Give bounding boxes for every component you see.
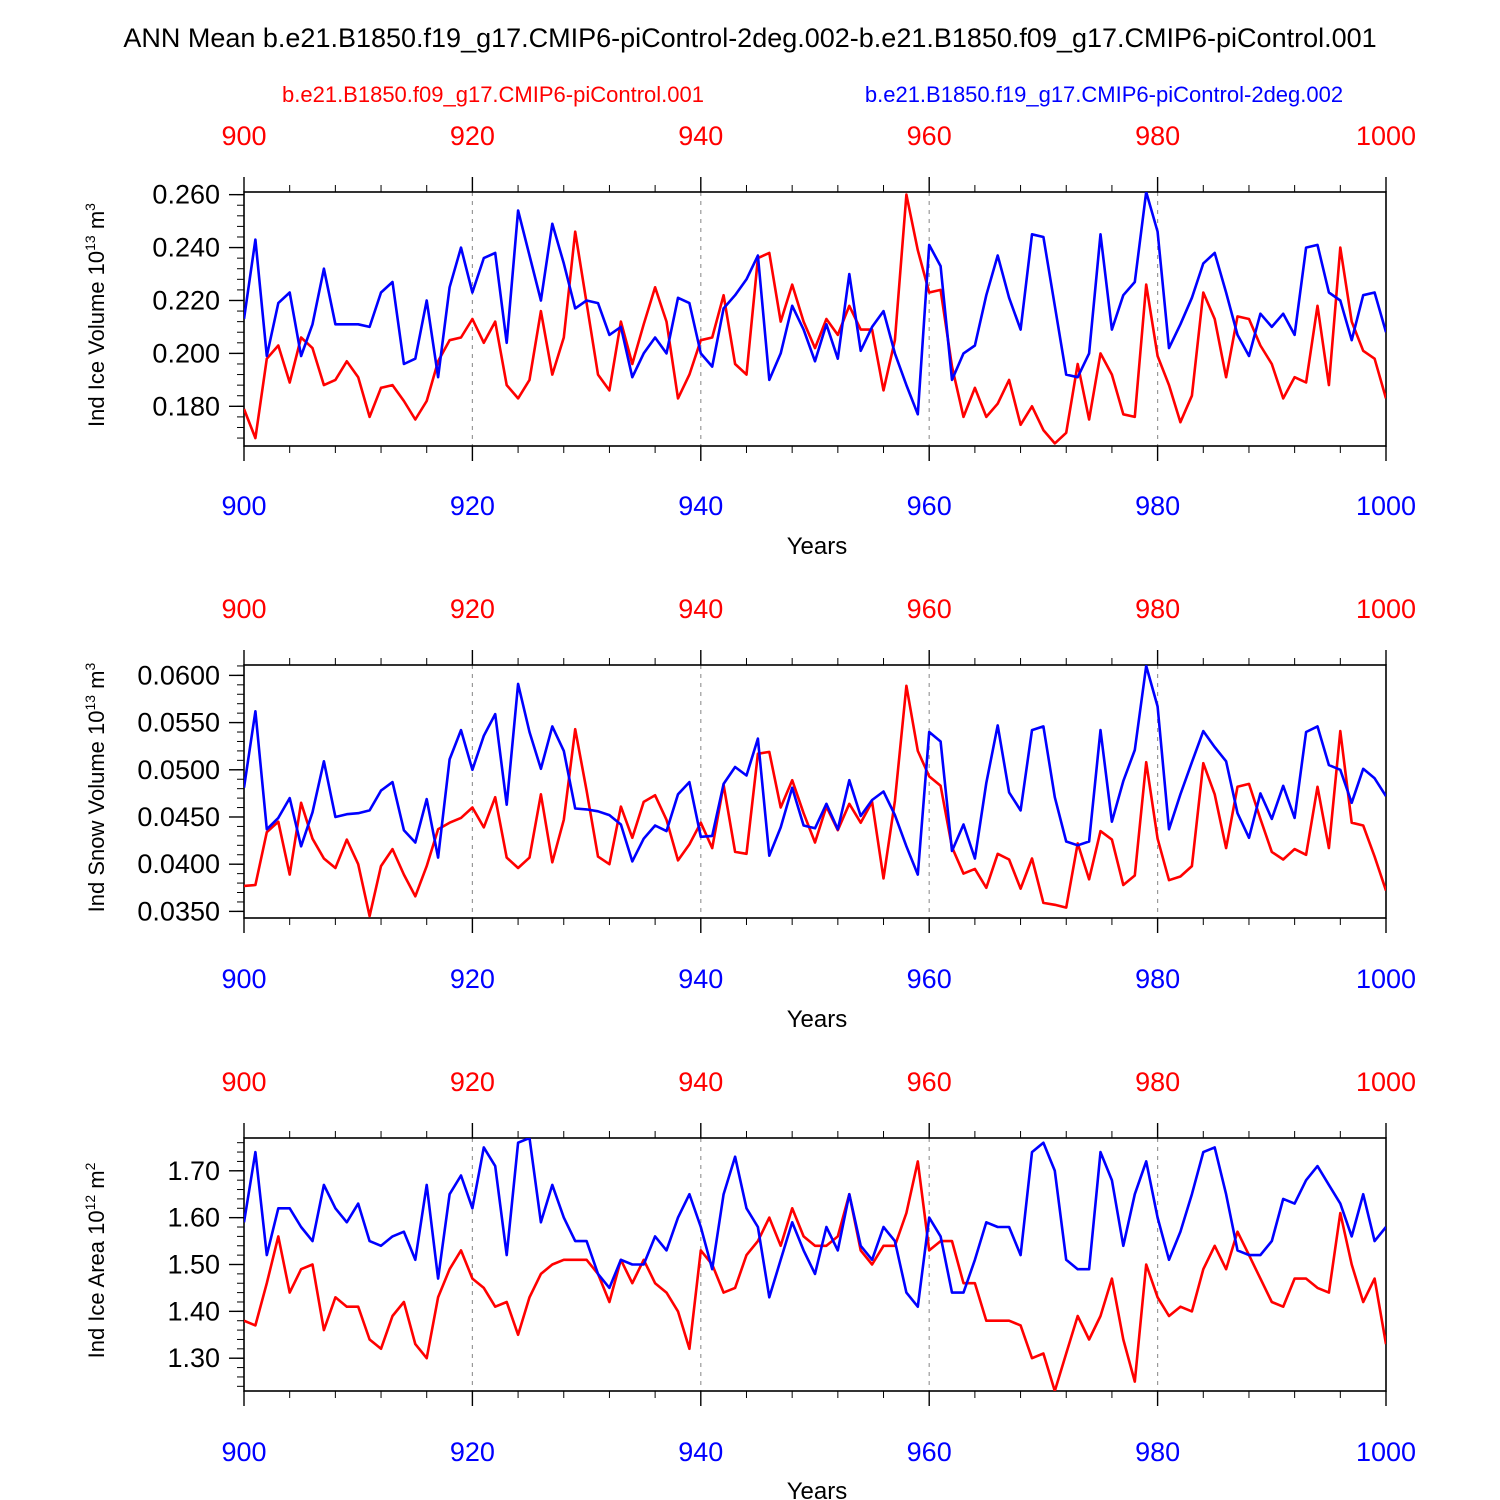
y-tick-label: 0.0450 <box>137 802 220 832</box>
x-tick-label-top: 1000 <box>1356 121 1416 151</box>
chart-title: ANN Mean b.e21.B1850.f19_g17.CMIP6-piCon… <box>123 23 1376 53</box>
x-axis-label: Years <box>787 1006 848 1033</box>
x-tick-label-bottom: 900 <box>221 1437 266 1467</box>
x-tick-label-bottom: 1000 <box>1356 491 1416 521</box>
y-tick-label: 0.0550 <box>137 708 220 738</box>
x-tick-label-bottom: 980 <box>1135 491 1180 521</box>
panel-1: 0.1800.2000.2200.2400.260900900920920940… <box>82 121 1416 560</box>
series-line-red <box>244 193 1386 445</box>
x-tick-label-top: 920 <box>450 121 495 151</box>
x-tick-label-bottom: 980 <box>1135 964 1180 994</box>
x-tick-label-bottom: 940 <box>678 1437 723 1467</box>
y-tick-label: 0.240 <box>152 233 220 263</box>
series-line-blue <box>244 1138 1386 1308</box>
x-tick-label-bottom: 920 <box>450 491 495 521</box>
legend-entry-red: b.e21.B1850.f09_g17.CMIP6-piControl.001 <box>282 82 704 107</box>
x-tick-label-bottom: 960 <box>907 1437 952 1467</box>
y-axis-label: Ind Snow Volume 1013 m3 <box>82 662 109 912</box>
x-axis-label: Years <box>787 533 848 560</box>
y-axis-label: Ind Ice Area 1012 m2 <box>82 1162 109 1358</box>
x-tick-label-top: 920 <box>450 1067 495 1097</box>
legend-entry-blue: b.e21.B1850.f19_g17.CMIP6-piControl-2deg… <box>865 82 1343 107</box>
y-tick-label: 0.0400 <box>137 849 220 879</box>
panel-3: 1.30 1.40 1.50 1.60 1.70 900 900 920 920 940 940 96… <box>82 1067 1416 1500</box>
x-tick-label-bottom: 940 <box>678 491 723 521</box>
y-tick-label: 0.0600 <box>137 660 220 690</box>
x-tick-label-top: 960 <box>907 594 952 624</box>
x-tick-label-top: 900 <box>221 1067 266 1097</box>
panels-group: 0.1800.2000.2200.2400.260900900920920940… <box>82 121 1416 1500</box>
x-tick-label-bottom: 900 <box>221 491 266 521</box>
x-tick-label-bottom: 920 <box>450 964 495 994</box>
x-tick-label-top: 940 <box>678 594 723 624</box>
y-tick-label: 0.0350 <box>137 896 220 926</box>
series-line-red <box>244 684 1386 918</box>
y-tick-label: 0.180 <box>152 391 220 421</box>
x-tick-label-top: 1000 <box>1356 594 1416 624</box>
x-tick-label-bottom: 960 <box>907 491 952 521</box>
y-tick-label: 0.260 <box>152 180 220 210</box>
x-tick-label-top: 980 <box>1135 594 1180 624</box>
y-tick-label: 1.60 <box>167 1203 220 1233</box>
x-tick-label-bottom: 1000 <box>1356 1437 1416 1467</box>
series-line-blue <box>244 192 1386 416</box>
x-tick-label-bottom: 1000 <box>1356 964 1416 994</box>
y-tick-label: 1.70 <box>167 1156 220 1186</box>
series-line-red <box>244 1160 1386 1391</box>
plot-frame <box>243 664 1387 919</box>
series-line-blue <box>244 665 1386 876</box>
y-axis-label: Ind Ice Volume 1013 m3 <box>82 203 109 427</box>
x-tick-label-bottom: 980 <box>1135 1437 1180 1467</box>
x-tick-label-bottom: 900 <box>221 964 266 994</box>
plot-frame <box>243 1137 1387 1392</box>
panel-2: 0.0350 0.0400 0.0450 0.0500 0.0550 0.0600 900 9… <box>82 594 1416 1033</box>
x-tick-label-top: 980 <box>1135 121 1180 151</box>
y-tick-label: 0.0500 <box>137 755 220 785</box>
x-tick-label-bottom: 960 <box>907 964 952 994</box>
x-tick-label-top: 1000 <box>1356 1067 1416 1097</box>
y-tick-label: 1.50 <box>167 1250 220 1280</box>
x-tick-label-top: 980 <box>1135 1067 1180 1097</box>
y-tick-label: 0.220 <box>152 285 220 315</box>
x-tick-label-top: 960 <box>907 121 952 151</box>
x-axis-label: Years <box>787 1478 848 1500</box>
y-tick-label: 1.40 <box>167 1296 220 1326</box>
x-tick-label-top: 960 <box>907 1067 952 1097</box>
x-tick-label-top: 900 <box>221 594 266 624</box>
x-tick-label-bottom: 940 <box>678 964 723 994</box>
x-tick-label-top: 900 <box>221 121 266 151</box>
x-tick-label-top: 940 <box>678 121 723 151</box>
y-tick-label: 0.200 <box>152 338 220 368</box>
x-tick-label-top: 920 <box>450 594 495 624</box>
x-tick-label-bottom: 920 <box>450 1437 495 1467</box>
x-tick-label-top: 940 <box>678 1067 723 1097</box>
y-tick-label: 1.30 <box>167 1343 220 1373</box>
